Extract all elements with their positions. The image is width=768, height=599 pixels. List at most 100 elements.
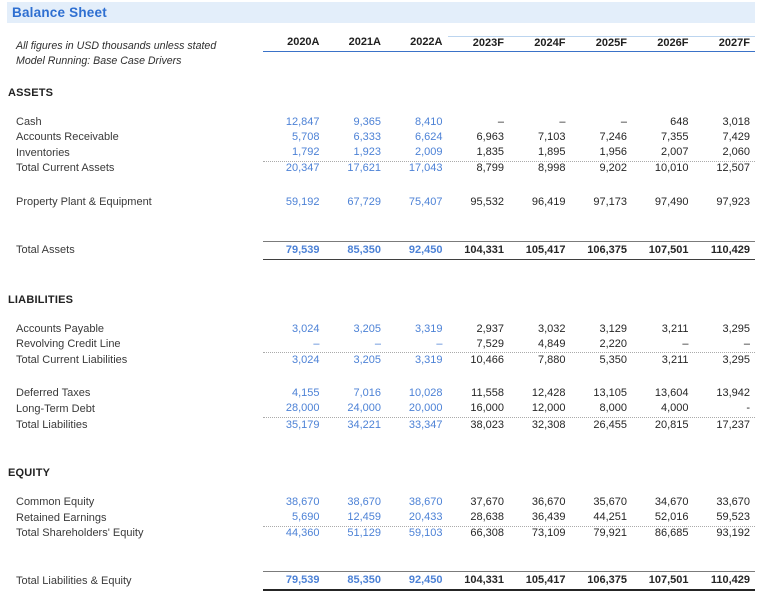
table-row-total-liabilities-equity: Total Liabilities & Equity 79,539 85,350 92… bbox=[0, 571, 755, 592]
value-cell-total-assets-2021a: 85,350 bbox=[347, 243, 381, 256]
value-cell-long-term-debt-2025f: 8,000 bbox=[599, 402, 627, 415]
table-row-deferred-taxes: Deferred Taxes 4,155 7,016 10,028 11,558 12,4… bbox=[0, 386, 755, 402]
row-label: Total Assets bbox=[16, 243, 75, 256]
table-row-common-equity: Common Equity 38,670 38,670 38,670 37,670 36,… bbox=[0, 495, 755, 511]
value-cell-deferred-taxes-2022a: 10,028 bbox=[408, 387, 443, 400]
row-group: Property Plant & Equipment 59,192 67,729 75… bbox=[0, 195, 755, 211]
row-label: Retained Earnings bbox=[16, 511, 107, 524]
value-cell-total-current-liabilities-2022a: 3,319 bbox=[414, 353, 443, 366]
column-header-2022a: 2022A bbox=[410, 36, 443, 48]
value-cell-property-plant-equipment-2025f: 97,173 bbox=[593, 195, 627, 208]
value-cell-revolving-credit-line-2023f: 7,529 bbox=[476, 337, 504, 350]
row-group: Total Liabilities & Equity 79,539 85,350 92… bbox=[0, 571, 755, 592]
value-cell-revolving-credit-line-2025f: 2,220 bbox=[599, 337, 627, 350]
value-cell-cash-2023f: – bbox=[497, 115, 504, 128]
row-label: Total Liabilities bbox=[16, 418, 88, 431]
value-cell-accounts-payable-2022a: 3,319 bbox=[414, 322, 443, 335]
value-cell-cash-2027f: 3,018 bbox=[722, 115, 750, 128]
value-cell-total-assets-2022a: 92,450 bbox=[408, 243, 443, 256]
row-group: Cash 12,847 9,365 8,410 – – – 648 3,018 Accounts … bbox=[0, 115, 755, 177]
value-cell-total-liabilities-2024f: 32,308 bbox=[531, 418, 566, 431]
value-cell-total-current-liabilities-2023f: 10,466 bbox=[470, 353, 504, 366]
table-row-long-term-debt: Long-Term Debt 28,000 24,000 20,000 16,000 12… bbox=[0, 402, 755, 419]
value-cell-accounts-payable-2027f: 3,295 bbox=[722, 322, 750, 335]
value-cell-deferred-taxes-2024f: 12,428 bbox=[531, 387, 566, 400]
value-cell-accounts-receivable-2025f: 7,246 bbox=[599, 131, 627, 144]
value-cell-total-shareholders-equity-2022a: 59,103 bbox=[408, 527, 443, 540]
row-values: 38,670 38,670 38,670 37,670 36,670 35,670 34,6… bbox=[263, 495, 755, 511]
section-equity: EQUITY Common Equity 38,670 38,670 38,670 37,… bbox=[0, 467, 755, 592]
value-cell-total-shareholders-equity-2027f: 93,192 bbox=[716, 527, 750, 540]
units-note: All figures in USD thousands unless stat… bbox=[16, 40, 217, 52]
value-cell-total-shareholders-equity-2021a: 51,129 bbox=[347, 527, 381, 540]
value-cell-total-liabilities-2023f: 38,023 bbox=[470, 418, 504, 431]
value-cell-accounts-payable-2024f: 3,032 bbox=[537, 322, 566, 335]
value-cell-revolving-credit-line-2022a: – bbox=[436, 337, 443, 350]
value-cell-revolving-credit-line-2027f: – bbox=[743, 337, 750, 350]
table-row-total-liabilities: Total Liabilities 35,179 34,221 33,347 38,02… bbox=[0, 418, 755, 434]
value-cell-common-equity-2020a: 38,670 bbox=[285, 496, 320, 509]
value-cell-retained-earnings-2024f: 36,439 bbox=[531, 511, 566, 524]
balance-sheet: All figures in USD thousands unless stat… bbox=[0, 34, 755, 592]
value-cell-total-shareholders-equity-2026f: 86,685 bbox=[654, 527, 689, 540]
value-cell-inventories-2027f: 2,060 bbox=[722, 146, 750, 159]
value-cell-total-assets-2023f: 104,331 bbox=[464, 243, 504, 256]
value-cell-long-term-debt-2020a: 28,000 bbox=[285, 402, 320, 415]
value-cell-total-current-liabilities-2026f: 3,211 bbox=[661, 353, 689, 366]
value-cell-total-assets-2020a: 79,539 bbox=[285, 243, 320, 256]
value-cell-common-equity-2027f: 33,670 bbox=[716, 496, 750, 509]
row-values: 79,539 85,350 92,450 104,331 105,417 106,375 1… bbox=[263, 240, 755, 260]
value-cell-total-liabilities-equity-2022a: 92,450 bbox=[408, 574, 443, 587]
value-cell-cash-2020a: 12,847 bbox=[285, 115, 320, 128]
value-cell-total-current-assets-2024f: 8,998 bbox=[537, 162, 566, 175]
value-cell-property-plant-equipment-2026f: 97,490 bbox=[654, 195, 689, 208]
section-liabilities: LIABILITIES Accounts Payable 3,024 3,205 3,3… bbox=[0, 294, 755, 434]
value-cell-total-assets-2025f: 106,375 bbox=[587, 243, 627, 256]
value-cell-total-liabilities-equity-2021a: 85,350 bbox=[347, 574, 381, 587]
row-label: Property Plant & Equipment bbox=[16, 195, 152, 208]
row-label: Total Current Liabilities bbox=[16, 353, 128, 366]
value-cell-total-liabilities-2020a: 35,179 bbox=[285, 418, 320, 431]
value-cell-long-term-debt-2024f: 12,000 bbox=[531, 402, 566, 415]
value-cell-long-term-debt-2022a: 20,000 bbox=[408, 402, 443, 415]
value-cell-cash-2022a: 8,410 bbox=[414, 115, 443, 128]
value-cell-inventories-2025f: 1,956 bbox=[599, 146, 627, 159]
value-cell-inventories-2023f: 1,835 bbox=[476, 146, 504, 159]
value-cell-revolving-credit-line-2021a: – bbox=[374, 337, 381, 350]
value-cell-retained-earnings-2027f: 59,523 bbox=[716, 511, 750, 524]
value-cell-accounts-receivable-2027f: 7,429 bbox=[722, 131, 750, 144]
value-cell-deferred-taxes-2023f: 11,558 bbox=[471, 387, 504, 400]
value-cell-common-equity-2024f: 36,670 bbox=[531, 496, 566, 509]
value-cell-accounts-receivable-2022a: 6,624 bbox=[414, 131, 443, 144]
value-cell-total-current-liabilities-2020a: 3,024 bbox=[291, 353, 320, 366]
value-cell-inventories-2026f: 2,007 bbox=[660, 146, 689, 159]
table-row-total-shareholders-equity: Total Shareholders' Equity 44,360 51,129 59… bbox=[0, 526, 755, 542]
row-label: Cash bbox=[16, 115, 42, 128]
row-values: 3,024 3,205 3,319 2,937 3,032 3,129 3,211 3,295 bbox=[263, 322, 755, 338]
value-cell-retained-earnings-2021a: 12,459 bbox=[347, 511, 381, 524]
section-heading-liabilities: LIABILITIES bbox=[8, 293, 74, 306]
row-label: Accounts Payable bbox=[16, 322, 105, 335]
value-cell-common-equity-2023f: 37,670 bbox=[470, 496, 504, 509]
value-cell-cash-2025f: – bbox=[620, 115, 627, 128]
value-cell-total-current-liabilities-2025f: 5,350 bbox=[599, 353, 627, 366]
value-cell-common-equity-2025f: 35,670 bbox=[593, 496, 627, 509]
value-cell-total-current-liabilities-2024f: 7,880 bbox=[537, 353, 566, 366]
row-values: 4,155 7,016 10,028 11,558 12,428 13,105 13,604… bbox=[263, 386, 755, 402]
value-cell-total-current-assets-2021a: 17,621 bbox=[347, 162, 381, 175]
value-cell-total-liabilities-equity-2025f: 106,375 bbox=[587, 574, 627, 587]
table-row-retained-earnings: Retained Earnings 5,690 12,459 20,433 28,638… bbox=[0, 511, 755, 527]
value-cell-retained-earnings-2022a: 20,433 bbox=[408, 511, 443, 524]
value-cell-total-current-assets-2027f: 12,507 bbox=[716, 162, 750, 175]
table-row-total-current-liabilities: Total Current Liabilities 3,024 3,205 3,319… bbox=[0, 353, 755, 369]
value-cell-total-assets-2024f: 105,417 bbox=[525, 243, 566, 256]
table-row-total-assets: Total Assets 79,539 85,350 92,450 104,331 105… bbox=[0, 240, 755, 260]
value-cell-total-liabilities-2022a: 33,347 bbox=[408, 418, 443, 431]
value-cell-revolving-credit-line-2026f: – bbox=[682, 337, 689, 350]
column-header-2021a: 2021A bbox=[348, 36, 381, 48]
value-cell-retained-earnings-2026f: 52,016 bbox=[654, 511, 689, 524]
value-cell-deferred-taxes-2020a: 4,155 bbox=[291, 387, 320, 400]
value-cell-total-shareholders-equity-2025f: 79,921 bbox=[593, 527, 627, 540]
row-values: 3,024 3,205 3,319 10,466 7,880 5,350 3,211 3,29… bbox=[263, 353, 755, 369]
value-cell-cash-2026f: 648 bbox=[670, 115, 689, 128]
